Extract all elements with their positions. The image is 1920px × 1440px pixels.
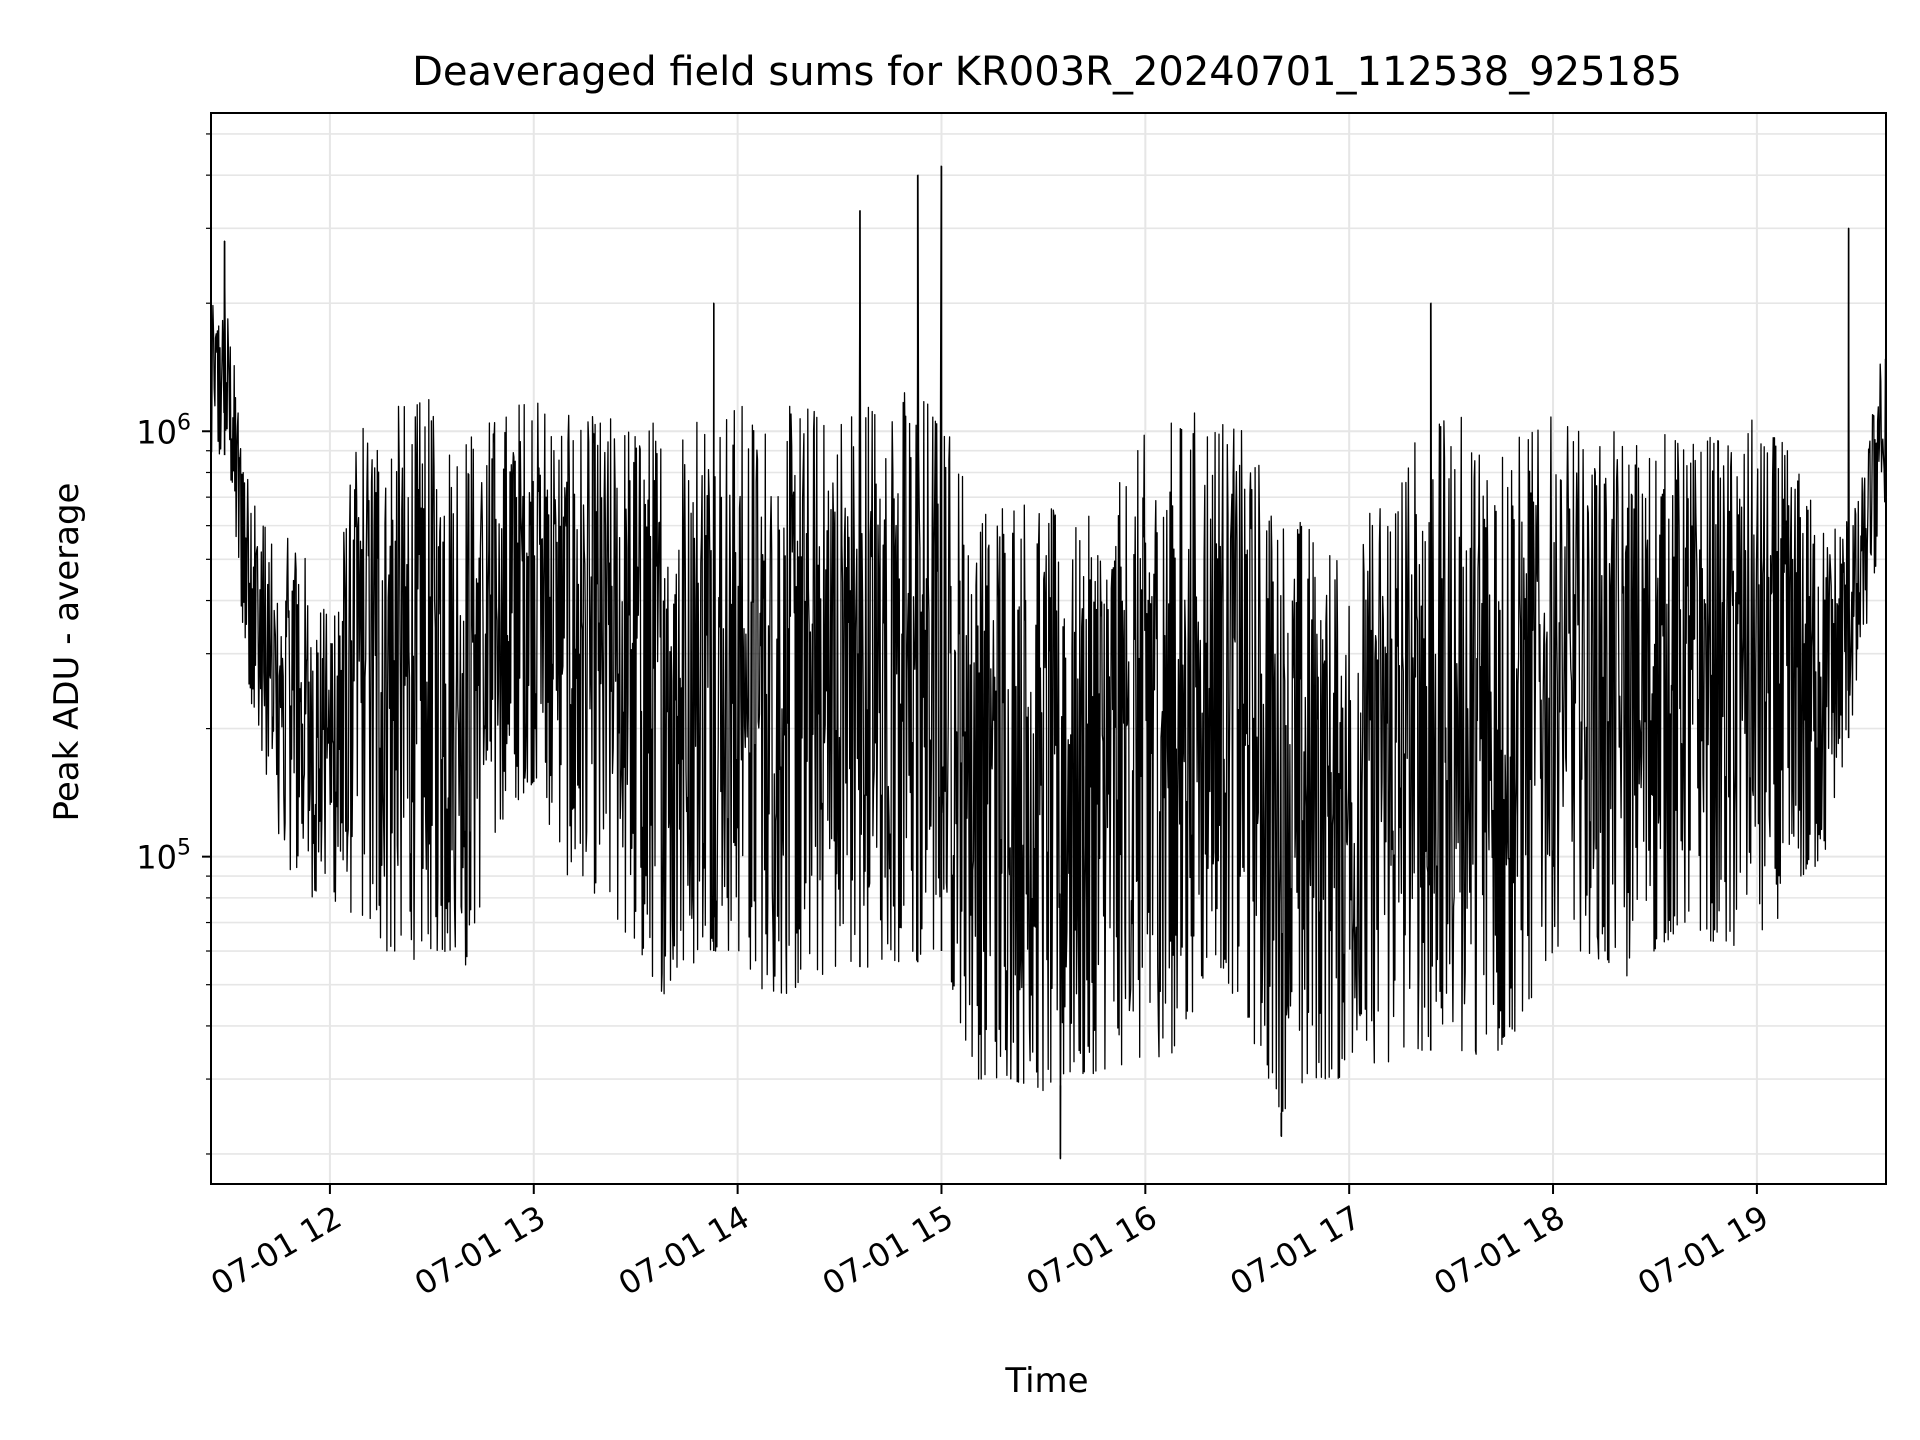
y-tick-base: 10 [136,839,177,877]
y-tick-exponent: 6 [177,410,191,435]
series-line [210,165,1887,1160]
y-tick-base: 10 [136,413,177,451]
chart-title: Deaveraged field sums for KR003R_2024070… [412,49,1682,95]
x-tick-layer: 07-01 12 07-01 13 07-01 14 07-01 15 07-01 16… [204,1184,1775,1303]
y-axis-label: Peak ADU - average [47,483,87,822]
y-tick-exponent: 5 [177,836,191,861]
x-tick-label: 07-01 13 [408,1198,552,1303]
x-tick-label: 07-01 17 [1224,1198,1368,1303]
plot-frame [210,112,1887,1185]
x-axis-label: Time [1004,1361,1088,1401]
x-tick-label: 07-01 12 [204,1198,348,1303]
y-tick-label: 106 [136,410,191,451]
x-tick-label: 07-01 14 [612,1198,756,1303]
series-layer [210,165,1887,1160]
x-tick-label: 07-01 16 [1020,1198,1164,1303]
x-tick-label: 07-01 18 [1427,1198,1571,1303]
x-tick-label: 07-01 19 [1631,1198,1775,1303]
y-tick-label: 105 [136,836,191,877]
x-tick-label: 07-01 15 [816,1198,960,1303]
